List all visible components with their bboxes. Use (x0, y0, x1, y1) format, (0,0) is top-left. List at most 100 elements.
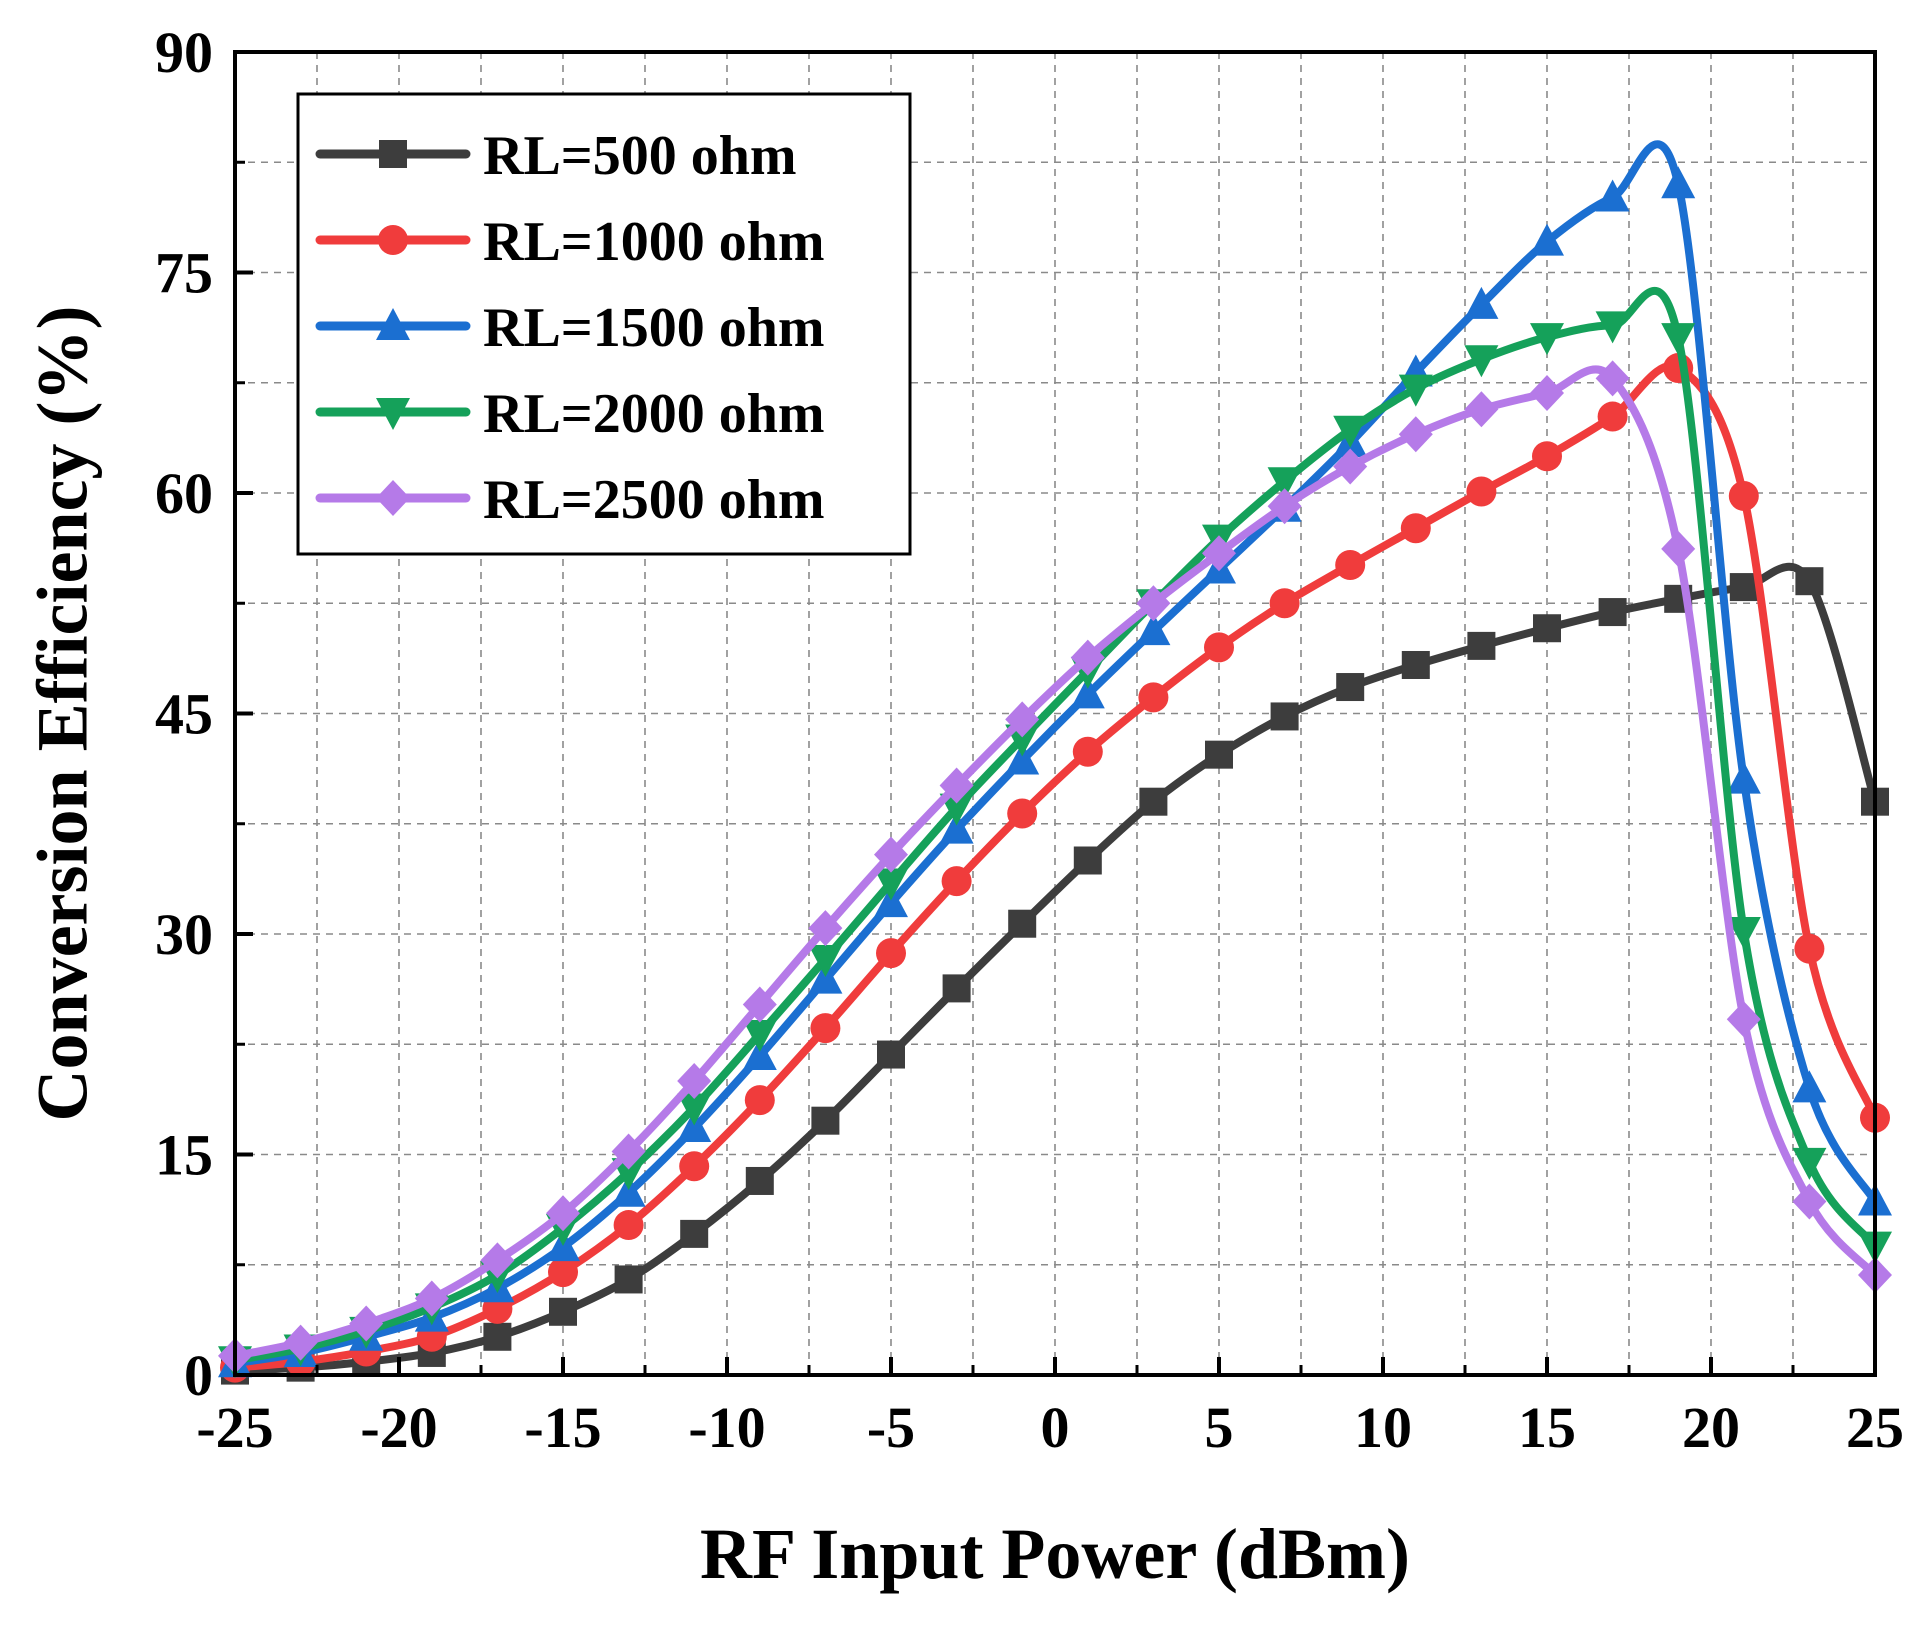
data-point (1795, 567, 1824, 596)
data-point (1336, 673, 1365, 702)
data-point (1595, 311, 1630, 344)
y-tick-label: 90 (155, 20, 213, 85)
data-point (677, 1110, 712, 1143)
y-axis-title: Conversion Efficiency (%) (23, 306, 103, 1122)
y-tick-label: 0 (184, 1343, 213, 1408)
data-point (1333, 448, 1368, 485)
data-point (939, 811, 974, 844)
y-tick-label: 75 (155, 241, 213, 306)
x-tick-label: 15 (1518, 1395, 1576, 1460)
data-point (1726, 1001, 1761, 1038)
data-point (1595, 179, 1630, 212)
data-point (1530, 323, 1564, 356)
x-tick-label: 10 (1354, 1395, 1412, 1460)
data-point (1464, 286, 1499, 319)
data-point (680, 1219, 709, 1248)
x-tick-label: 0 (1041, 1395, 1070, 1460)
y-tick-label: 30 (155, 902, 213, 967)
data-point (677, 1093, 712, 1126)
data-point (1530, 375, 1564, 412)
data-point (611, 1174, 646, 1207)
y-tick-label: 45 (155, 682, 213, 747)
data-point (483, 1322, 512, 1351)
data-point (1466, 476, 1497, 507)
data-point (1139, 787, 1168, 816)
legend-label: RL=500 ohm (483, 125, 797, 187)
legend-marker (379, 140, 407, 168)
data-point (742, 986, 777, 1023)
data-point (1138, 682, 1169, 713)
data-point (1464, 391, 1499, 428)
legend-label: RL=2000 ohm (483, 383, 825, 445)
data-point (611, 1158, 646, 1191)
data-point (1202, 535, 1236, 572)
data-point (1530, 223, 1564, 256)
data-point (611, 1133, 646, 1170)
data-point (549, 1297, 577, 1326)
data-point (1597, 401, 1628, 432)
series-line (231, 362, 1879, 1372)
data-point (1532, 441, 1562, 472)
data-point (1792, 1070, 1827, 1103)
x-tick-label: 20 (1682, 1395, 1740, 1460)
data-point (1267, 467, 1302, 500)
data-point (679, 1151, 710, 1182)
legend-marker (378, 225, 408, 255)
data-point (1598, 598, 1627, 627)
data-point (811, 1106, 840, 1135)
data-point (613, 1210, 644, 1241)
data-point (876, 938, 906, 969)
data-point (677, 1063, 712, 1099)
legend-item: RL=1000 ohm (315, 211, 825, 273)
data-point (614, 1265, 643, 1294)
x-tick-label: -20 (360, 1395, 437, 1460)
data-point (1136, 613, 1171, 646)
data-point (1072, 736, 1103, 767)
data-point (942, 974, 971, 1003)
data-point (1661, 530, 1696, 567)
data-point (808, 961, 843, 994)
legend: RL=500 ohm RL=1000 ohm RL=1500 ohm RL=2000 … (296, 92, 912, 556)
data-point (1467, 631, 1496, 660)
data-point (1401, 650, 1430, 679)
data-point (1070, 676, 1105, 709)
data-point (546, 1195, 580, 1232)
data-point (1333, 415, 1368, 448)
data-point (1792, 1183, 1827, 1220)
x-tick-label: -25 (196, 1395, 273, 1460)
data-point (1533, 614, 1561, 643)
x-tick-label: 5 (1205, 1395, 1234, 1460)
y-tick-label: 60 (155, 461, 213, 526)
legend-item: RL=1500 ohm (315, 297, 825, 359)
data-point (1726, 761, 1761, 794)
data-point (742, 1038, 777, 1071)
data-point (349, 1305, 384, 1342)
data-point (742, 1019, 777, 1052)
legend-item: RL=2500 ohm (315, 469, 825, 531)
data-point (877, 1040, 905, 1069)
data-point (283, 1324, 318, 1361)
data-point (1205, 740, 1233, 769)
legend-marker (376, 480, 410, 516)
series-layer (218, 140, 1892, 1385)
data-point (939, 793, 974, 826)
x-tick-label: -10 (688, 1395, 765, 1460)
data-point (874, 868, 908, 901)
data-point (1661, 166, 1696, 199)
legend-marker (376, 398, 410, 430)
data-point (1073, 846, 1102, 875)
x-tick-label: 25 (1846, 1395, 1904, 1460)
series-line (231, 562, 1879, 1375)
y-tick-label: 15 (155, 1123, 213, 1188)
data-point (808, 910, 843, 947)
data-point (874, 836, 908, 873)
data-point (480, 1242, 515, 1279)
data-point (1661, 323, 1696, 356)
series-5 (218, 360, 1892, 1374)
x-tick-label: -5 (867, 1395, 915, 1460)
legend-label: RL=1000 ohm (483, 211, 825, 273)
data-point (744, 1085, 775, 1116)
data-point (745, 1166, 774, 1195)
data-point (1595, 360, 1630, 397)
data-point (1270, 702, 1299, 731)
